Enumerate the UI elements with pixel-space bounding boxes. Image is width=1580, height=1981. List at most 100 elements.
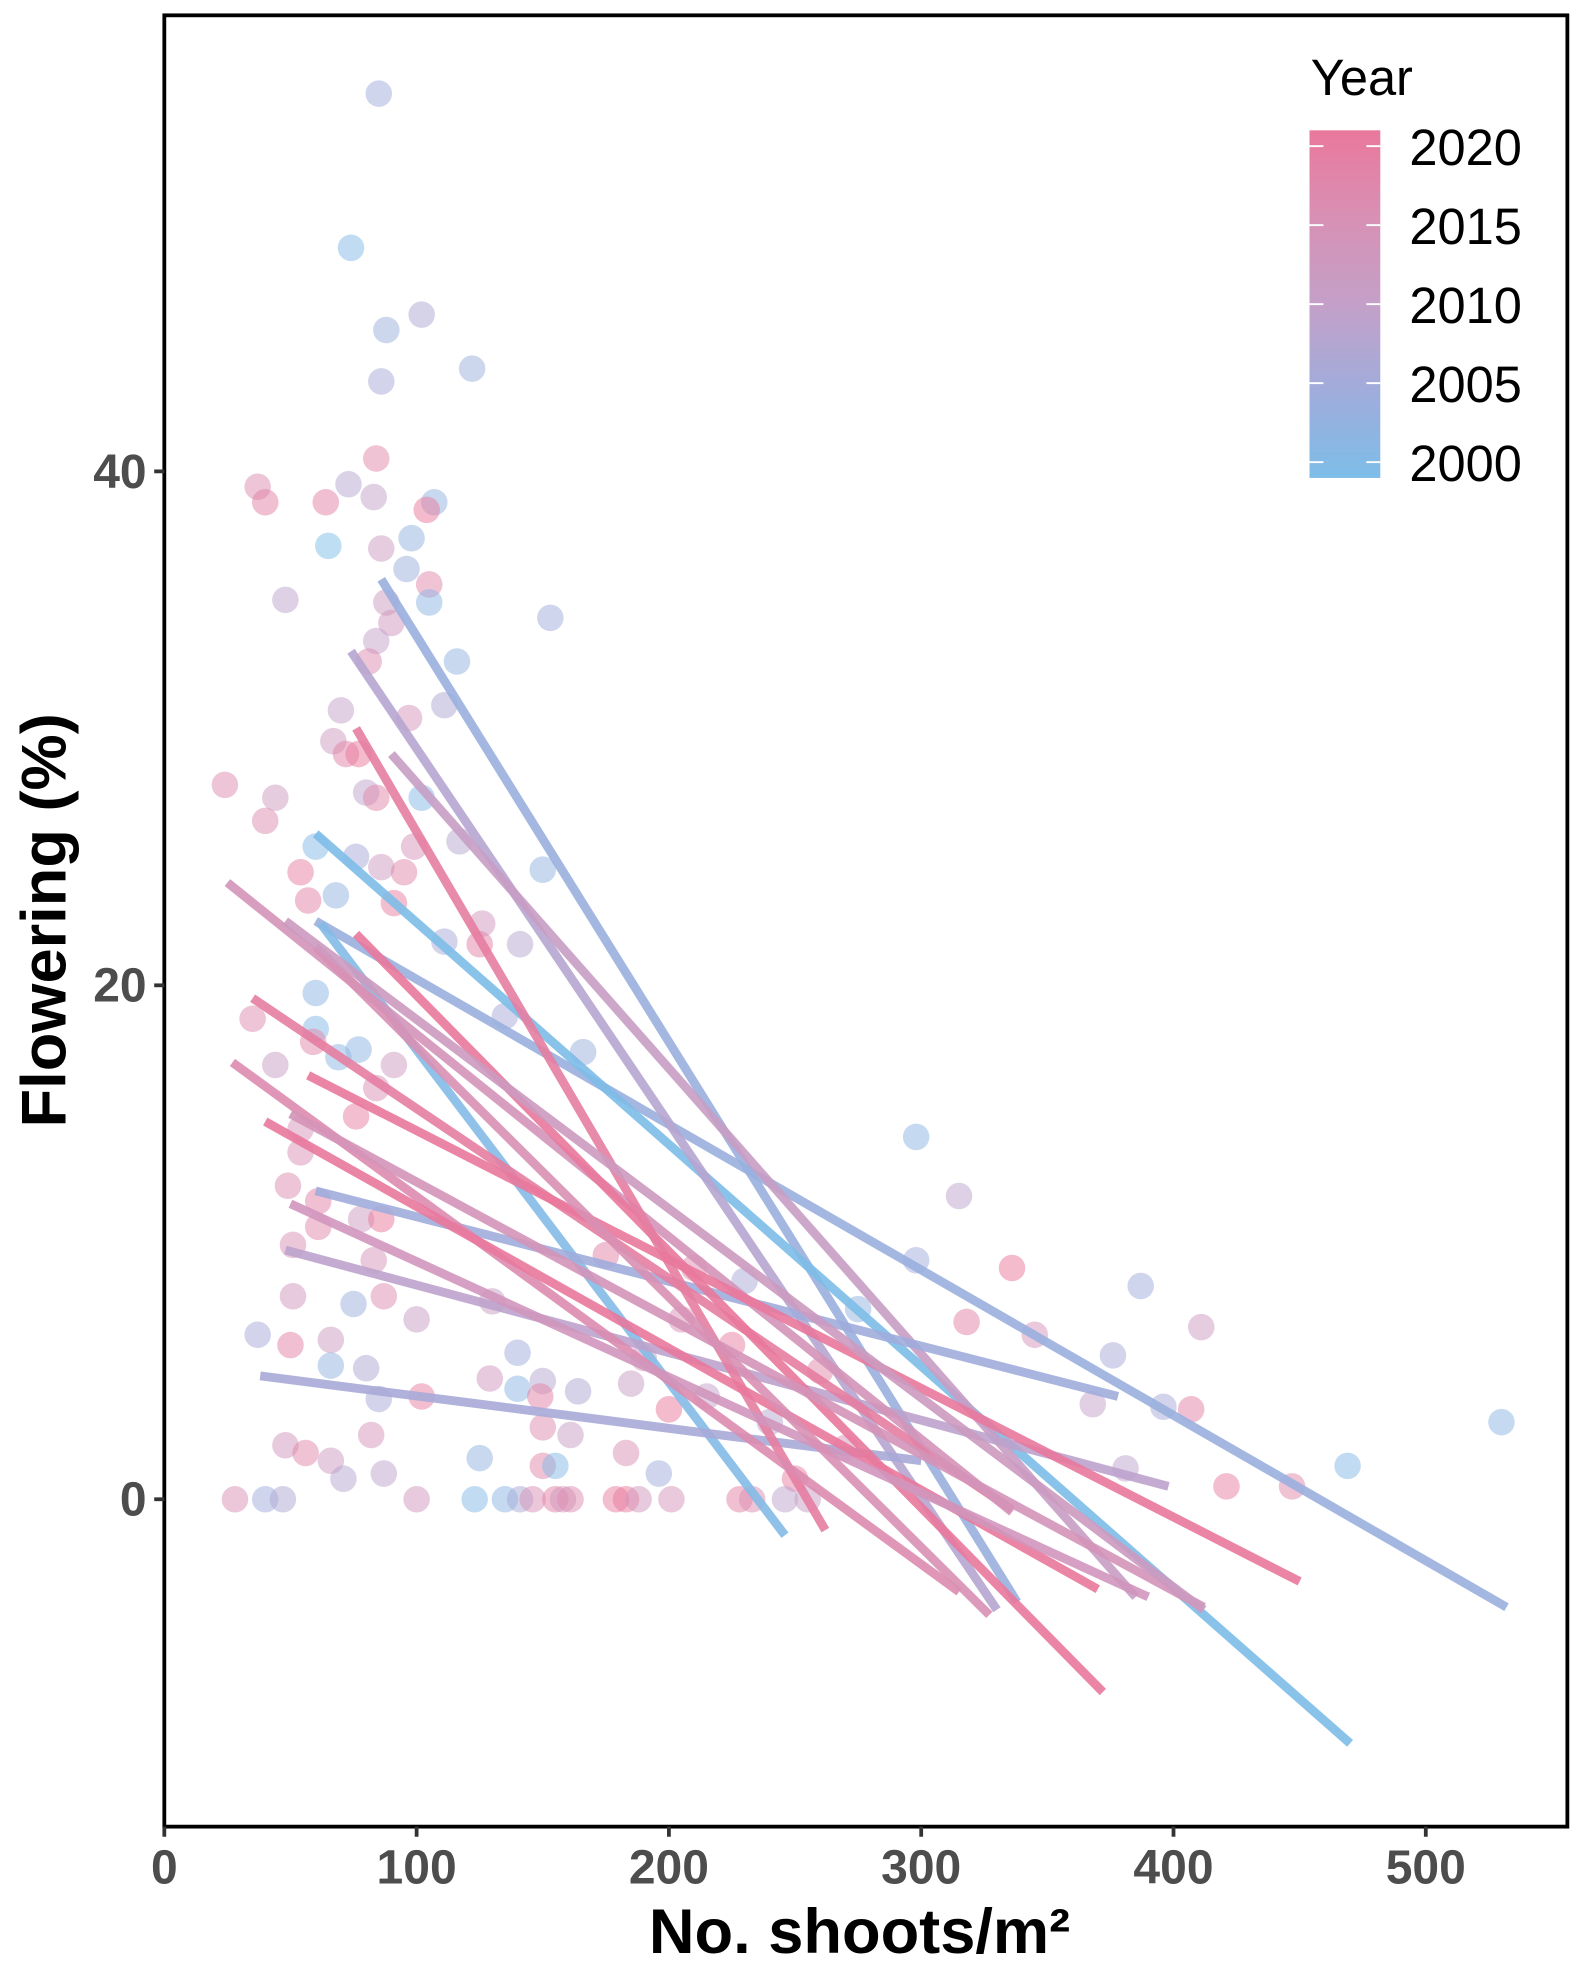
fit-line	[288, 1109, 1206, 1612]
data-point	[1079, 1390, 1107, 1418]
data-point	[251, 807, 279, 835]
x-tick-label: 200	[629, 1842, 709, 1895]
data-point	[272, 586, 299, 614]
data-point	[519, 1485, 546, 1513]
fit-line	[313, 917, 1509, 1612]
data-point	[272, 1432, 299, 1459]
data-point	[542, 1452, 569, 1480]
y-tick-label: 20	[93, 960, 146, 1013]
data-point	[287, 858, 314, 886]
fit-line	[288, 1199, 1151, 1601]
data-point	[645, 1460, 673, 1487]
data-point	[317, 1326, 345, 1354]
data-point	[506, 930, 534, 958]
data-point	[368, 853, 395, 881]
data-point	[373, 316, 400, 344]
data-point	[330, 1465, 357, 1492]
data-point	[322, 882, 350, 909]
data-point	[398, 524, 425, 552]
fit-line	[312, 943, 993, 1619]
fit-line	[347, 648, 1001, 1613]
y-axis-title: Flowering (%)	[10, 713, 80, 1127]
data-point	[357, 1421, 385, 1449]
data-point	[352, 1354, 380, 1382]
data-point	[413, 496, 440, 524]
fit-line	[388, 751, 1139, 1600]
data-point	[408, 301, 435, 328]
data-point	[370, 1282, 398, 1310]
data-point	[251, 488, 279, 516]
data-point	[360, 483, 387, 511]
data-point	[378, 609, 405, 637]
data-point	[370, 1460, 398, 1487]
data-point	[360, 1247, 387, 1274]
data-point	[529, 856, 557, 883]
data-point	[362, 445, 390, 472]
y-tick-label: 0	[120, 1474, 147, 1527]
data-point	[1127, 1272, 1154, 1300]
data-point	[337, 234, 365, 262]
x-axis: 0 100 200 300 400 500	[151, 1826, 1466, 1895]
data-point	[557, 1421, 584, 1449]
data-point	[244, 1321, 271, 1349]
data-point	[315, 532, 342, 560]
data-point	[362, 784, 390, 812]
data-point	[1187, 1313, 1215, 1341]
data-point	[529, 1414, 557, 1441]
data-point	[443, 648, 471, 675]
legend: Year 2020 2015 2010 2005 2000	[1309, 49, 1522, 492]
data-point	[262, 784, 289, 812]
plot-border	[162, 13, 1570, 1829]
data-point	[655, 1396, 683, 1423]
y-axis: 0 20 40	[93, 446, 165, 1527]
data-point	[625, 1485, 652, 1513]
data-point	[771, 1485, 799, 1513]
data-point	[211, 771, 239, 799]
data-point	[557, 1485, 584, 1513]
data-point	[380, 1051, 408, 1079]
data-point	[342, 1103, 370, 1130]
data-point	[327, 697, 355, 724]
data-point	[362, 627, 390, 655]
data-point	[239, 1005, 266, 1032]
data-point	[1213, 1473, 1240, 1500]
data-point	[221, 1485, 249, 1513]
fit-lines	[224, 576, 1509, 1747]
legend-label: 2005	[1409, 356, 1521, 413]
data-point	[294, 887, 322, 914]
x-tick-label: 300	[881, 1842, 961, 1895]
legend-label: 2000	[1409, 435, 1521, 492]
data-point	[466, 1444, 493, 1472]
data-point	[526, 1383, 554, 1410]
data-point	[292, 1439, 319, 1467]
data-point	[277, 1331, 304, 1359]
fit-line	[250, 994, 1015, 1514]
data-point	[998, 1254, 1026, 1282]
data-point	[262, 1051, 289, 1079]
data-point	[365, 80, 393, 107]
data-point	[504, 1339, 531, 1367]
data-point	[403, 1485, 430, 1513]
legend-label: 2010	[1409, 277, 1521, 334]
data-point	[461, 1485, 488, 1513]
data-point	[612, 1439, 640, 1467]
data-point	[390, 858, 418, 886]
x-tick-label: 400	[1133, 1842, 1213, 1895]
data-point	[347, 1205, 375, 1233]
legend-label: 2020	[1409, 119, 1521, 176]
data-point	[368, 535, 395, 562]
data-point	[345, 1036, 372, 1063]
x-tick-label: 500	[1386, 1842, 1466, 1895]
data-point	[403, 1306, 430, 1333]
data-point	[537, 604, 564, 632]
data-point	[1488, 1408, 1515, 1436]
data-point	[945, 1182, 973, 1210]
x-tick-label: 0	[151, 1842, 178, 1895]
data-point	[393, 555, 420, 583]
data-point	[564, 1378, 592, 1405]
data-point	[368, 368, 395, 395]
fit-line	[282, 917, 1207, 1614]
data-point	[335, 470, 362, 498]
data-point	[953, 1308, 980, 1336]
